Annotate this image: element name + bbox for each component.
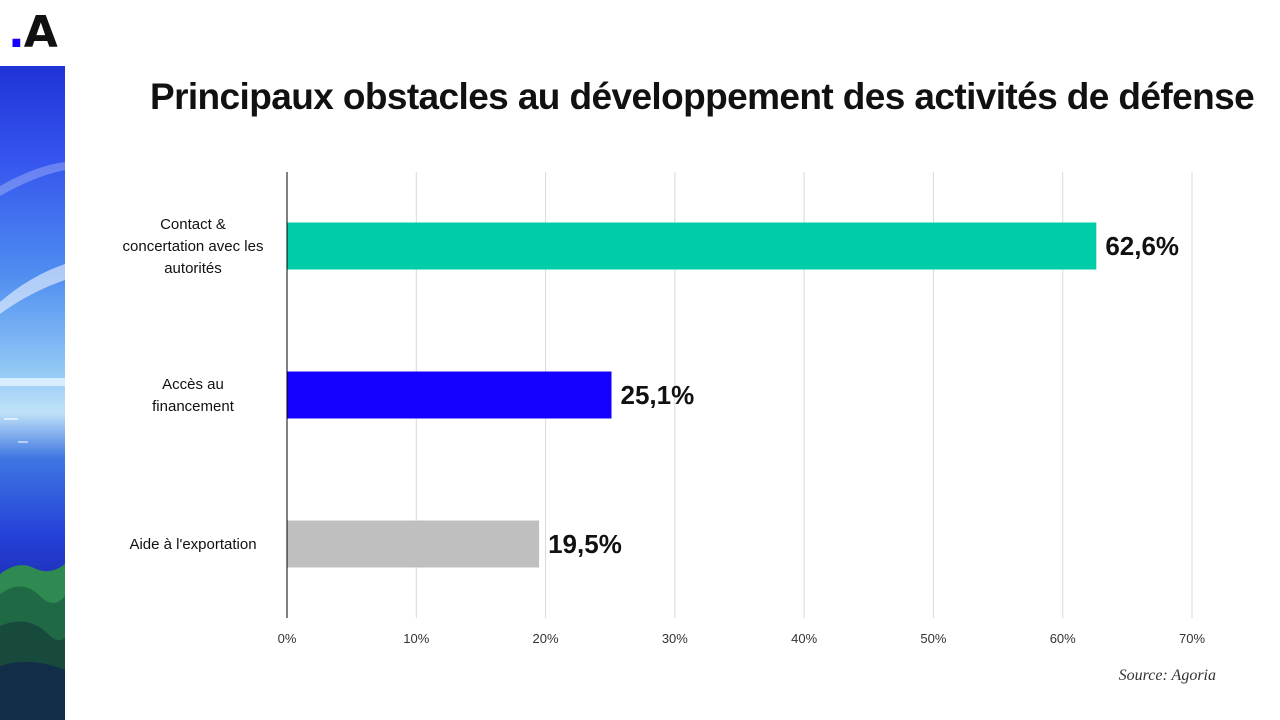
x-tick-label: 0% <box>278 631 297 646</box>
source-note: Source: Agoria <box>1118 667 1216 684</box>
x-tick-label: 50% <box>920 631 946 646</box>
category-labels: Contact & concertation avec les autorités A… <box>123 216 264 553</box>
bar <box>287 371 612 419</box>
x-tick-label: 60% <box>1050 631 1076 646</box>
x-axis-ticks: 0% 10% 20% 30% 40% 50% 60% 70% <box>278 631 1206 646</box>
bar <box>287 520 540 568</box>
agoria-logo: .A <box>8 7 58 58</box>
landscape-illustration <box>0 162 65 720</box>
x-tick-label: 30% <box>662 631 688 646</box>
decorative-side-panel <box>0 66 65 720</box>
page-title: Principaux obstacles au développement de… <box>150 76 1255 117</box>
data-label: 19,5% <box>548 529 622 559</box>
x-tick-label: 70% <box>1179 631 1205 646</box>
category-label: Contact & concertation avec les autorités <box>123 216 264 277</box>
bar <box>287 222 1097 270</box>
value-labels: 62,6% 25,1% 19,5% <box>548 231 1179 559</box>
bars <box>287 222 1097 568</box>
logo-letter: A <box>23 7 58 58</box>
data-label: 25,1% <box>621 380 695 410</box>
x-tick-label: 10% <box>403 631 429 646</box>
category-label: Accès au financement <box>152 376 235 415</box>
x-tick-label: 40% <box>791 631 817 646</box>
logo-dot: . <box>8 7 25 58</box>
x-tick-label: 20% <box>533 631 559 646</box>
category-label: Aide à l'exportation <box>129 536 256 553</box>
data-label: 62,6% <box>1105 231 1179 261</box>
